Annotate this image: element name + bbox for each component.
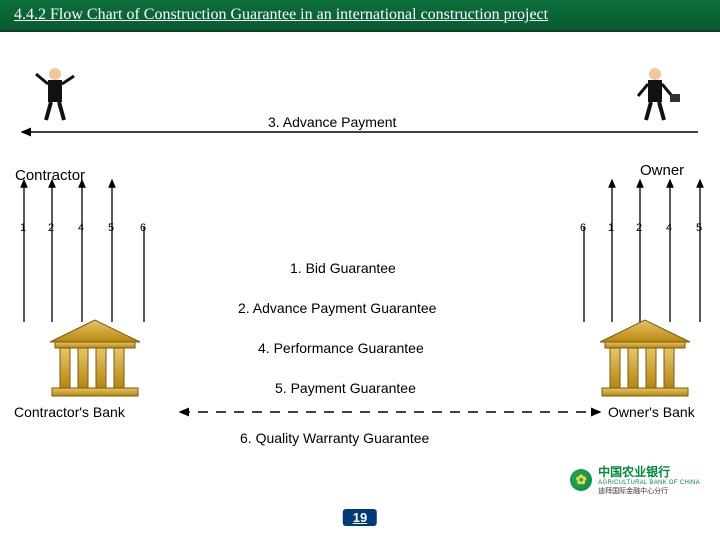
flow-1-label: 1. Bid Guarantee [290, 260, 396, 276]
num-left-1: 2 [48, 222, 54, 234]
contractor-person-icon [36, 68, 74, 120]
flow-3-label: 3. Advance Payment [268, 114, 396, 130]
contractor-bank-icon [50, 320, 140, 396]
flow-4-label: 4. Performance Guarantee [258, 340, 424, 356]
label-owner-bank: Owner's Bank [608, 404, 695, 420]
owner-person-icon [638, 68, 680, 120]
bank-logo-icon: ✿ [570, 469, 592, 491]
num-right-1: 1 [608, 222, 614, 234]
num-left-2: 4 [78, 222, 84, 234]
flow-6-label: 6. Quality Warranty Guarantee [240, 430, 429, 446]
num-left-4: 6 [140, 222, 146, 234]
logo-line3: 迪拜国际金融中心分行 [598, 486, 700, 496]
num-right-3: 4 [666, 222, 672, 234]
flow-5-label: 5. Payment Guarantee [275, 380, 416, 396]
logo-line1: 中国农业银行 [598, 463, 700, 480]
flow-svg [0, 32, 720, 532]
flow-2-label: 2. Advance Payment Guarantee [238, 300, 436, 316]
num-left-3: 5 [108, 222, 114, 234]
label-contractor: Contractor [15, 167, 85, 184]
label-owner: Owner [640, 162, 684, 179]
num-right-4: 5 [696, 222, 702, 234]
owner-bank-icon [600, 320, 690, 396]
bank-logo: ✿ 中国农业银行 AGRICULTURAL BANK OF CHINA 迪拜国际… [570, 463, 700, 496]
num-right-2: 2 [636, 222, 642, 234]
num-right-0: 6 [580, 222, 586, 234]
page-number: 19 [343, 509, 377, 526]
slide-title: 4.4.2 Flow Chart of Construction Guarant… [0, 0, 720, 32]
diagram-stage: Contractor Owner Contractor's Bank Owner… [0, 32, 720, 532]
label-contractor-bank: Contractor's Bank [14, 404, 125, 420]
num-left-0: 1 [20, 222, 26, 234]
